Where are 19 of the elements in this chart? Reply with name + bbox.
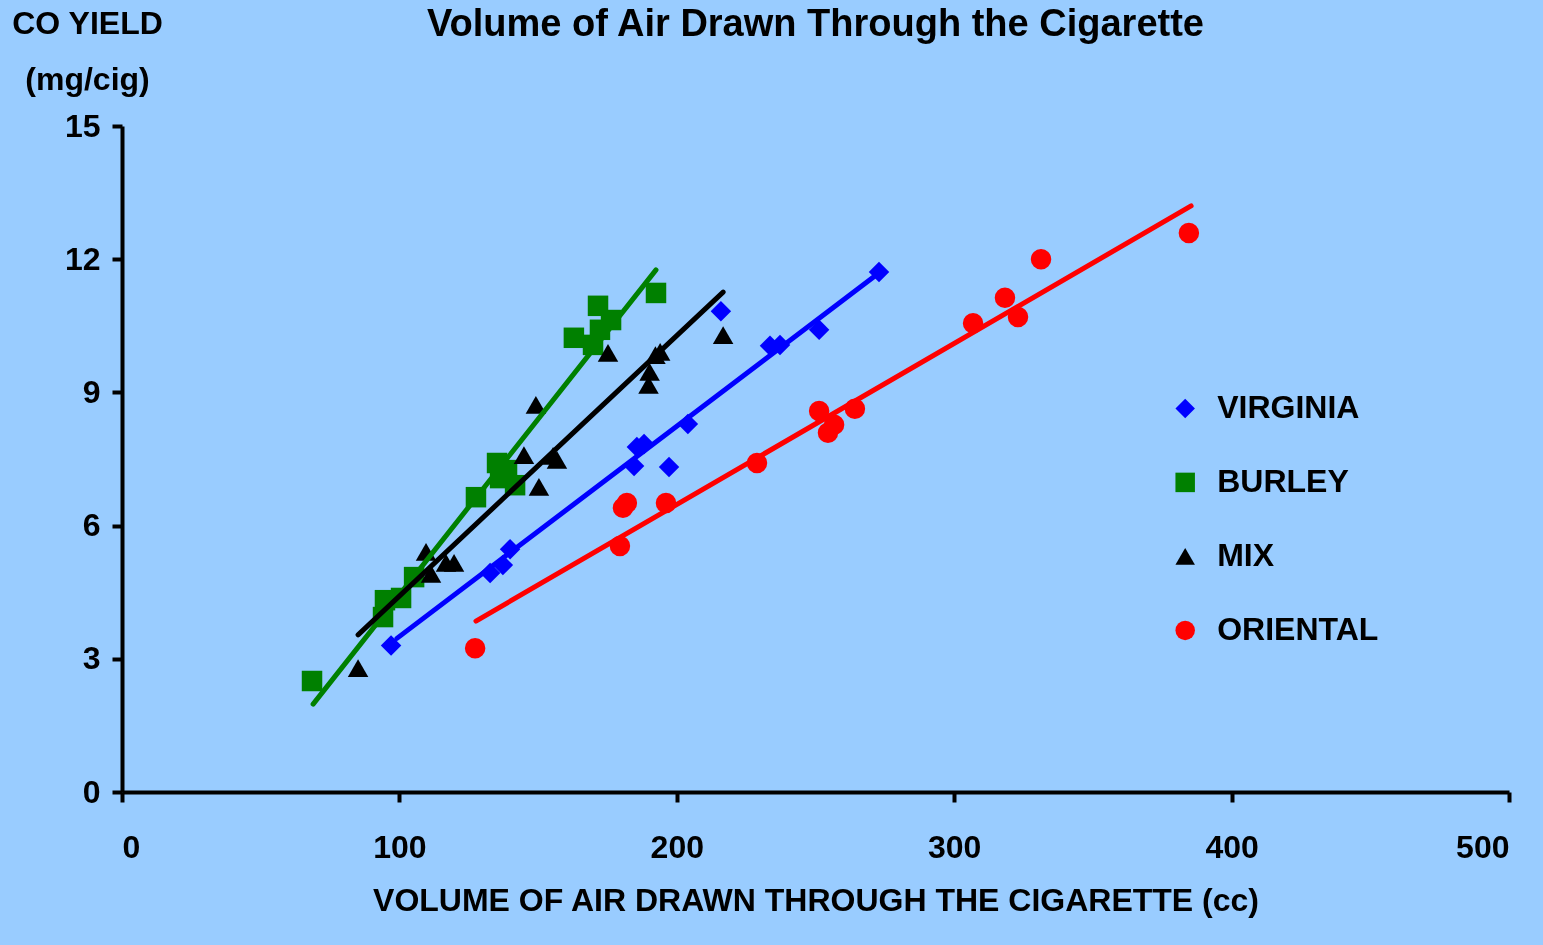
y-tick-label: 15 — [64, 107, 101, 144]
x-tick-label: 0 — [122, 828, 141, 865]
y-axis-title: CO YIELD (mg/cig) — [12, 4, 163, 97]
legend-label: MIX — [1217, 537, 1275, 574]
x-tick-label: 300 — [928, 828, 982, 865]
y-tick-label: 6 — [82, 507, 101, 544]
legend-label: ORIENTAL — [1217, 611, 1379, 648]
y-tick-label: 12 — [64, 240, 101, 277]
x-tick-label: 500 — [1456, 828, 1510, 865]
y-tick-label: 9 — [82, 373, 101, 410]
y-tick-label: 3 — [82, 640, 101, 677]
legend-label: VIRGINIA — [1217, 389, 1360, 426]
legend-label: BURLEY — [1217, 463, 1349, 500]
x-tick-label: 200 — [650, 828, 704, 865]
chart-title: Volume of Air Drawn Through the Cigarette — [427, 2, 1204, 44]
x-tick-label: 100 — [373, 828, 427, 865]
x-axis-title: VOLUME OF AIR DRAWN THROUGH THE CIGARETTE (cc) — [373, 881, 1259, 918]
x-tick-label: 400 — [1205, 828, 1259, 865]
y-tick-label: 0 — [82, 773, 101, 810]
